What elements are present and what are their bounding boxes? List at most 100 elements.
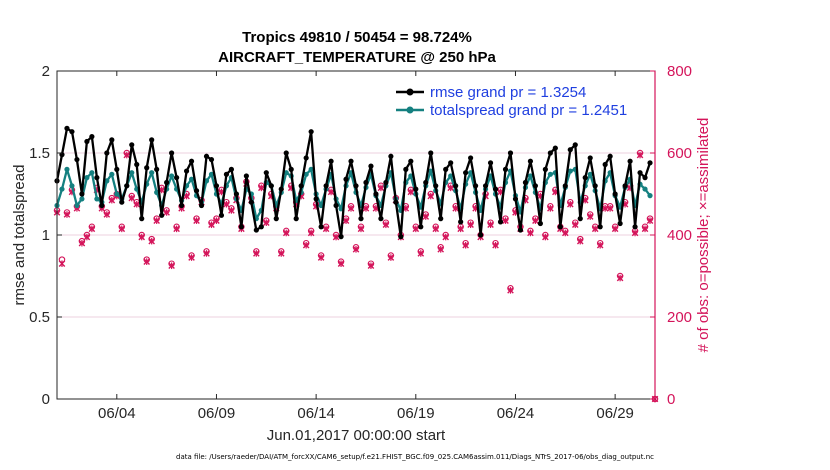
series-point-rmse xyxy=(343,176,349,182)
y-left-tick-label: 0 xyxy=(42,391,50,408)
series-point-rmse xyxy=(497,219,504,225)
series-point-rmse xyxy=(99,202,105,209)
obs-assimilated-point xyxy=(357,225,365,233)
y-left-tick-label: 0.5 xyxy=(29,309,50,326)
series-point-rmse xyxy=(537,220,543,227)
y-axis-right-label: # of obs: o=possible; ×=assimilated xyxy=(695,118,712,353)
obs-assimilated-point xyxy=(387,254,395,261)
series-point-totalspread xyxy=(84,175,90,181)
series-point-rmse xyxy=(572,142,578,148)
chart-subtitle: AIRCRAFT_TEMPERATURE @ 250 hPa xyxy=(218,49,496,66)
x-axis-label: Jun.01,2017 00:00:00 start xyxy=(267,427,446,444)
obs-assimilated-point xyxy=(263,219,270,226)
obs-assimilated-point xyxy=(327,188,335,196)
series-point-rmse xyxy=(627,158,633,164)
series-point-rmse xyxy=(303,155,309,161)
series-point-totalspread xyxy=(129,170,135,176)
series-point-rmse xyxy=(328,158,334,164)
obs-assimilated-point xyxy=(342,217,350,224)
y-right-tick-label: 600 xyxy=(667,145,692,162)
series-point-totalspread xyxy=(74,202,80,209)
obs-assimilated-point xyxy=(636,151,644,159)
obs-assimilated-point xyxy=(58,260,66,267)
series-point-rmse xyxy=(333,202,339,209)
series-point-rmse xyxy=(109,137,115,143)
series-point-rmse xyxy=(298,183,304,189)
series-point-rmse xyxy=(418,224,424,230)
series-point-rmse xyxy=(363,179,369,186)
series-point-rmse xyxy=(243,173,249,179)
series-point-rmse xyxy=(388,153,394,159)
series-point-totalspread xyxy=(59,186,65,192)
series-point-rmse xyxy=(408,158,414,164)
series-point-rmse xyxy=(617,220,623,227)
obs-assimilated-point xyxy=(442,233,449,241)
obs-assimilated-point xyxy=(253,250,260,257)
series-point-rmse xyxy=(443,166,449,172)
obs-assimilated-point xyxy=(417,250,425,257)
series-point-totalspread xyxy=(647,193,653,199)
obs-assimilated-point xyxy=(447,184,454,192)
obs-assimilated-point xyxy=(347,205,355,212)
series-point-rmse xyxy=(368,163,374,169)
x-tick-label: 06/04 xyxy=(98,405,136,422)
series-point-rmse xyxy=(64,125,70,131)
series-point-rmse xyxy=(268,183,274,189)
obs-assimilated-point xyxy=(596,241,604,249)
series-point-rmse xyxy=(492,186,499,192)
series-point-rmse xyxy=(283,150,289,156)
series-point-rmse xyxy=(263,170,269,176)
x-tick-label: 06/19 xyxy=(397,405,435,422)
obs-assimilated-point xyxy=(487,221,494,229)
series-point-rmse xyxy=(233,191,239,197)
obs-assimilated-point xyxy=(502,217,509,224)
series-point-rmse xyxy=(448,160,454,166)
series-point-rmse xyxy=(154,166,160,172)
obs-assimilated-point xyxy=(457,225,464,233)
series-point-rmse xyxy=(642,175,648,181)
obs-assimilated-point xyxy=(437,246,445,253)
series-point-totalspread xyxy=(547,171,553,177)
series-point-rmse xyxy=(288,166,294,172)
series-point-rmse xyxy=(453,183,459,189)
obs-assimilated-point xyxy=(527,229,534,237)
series-point-rmse xyxy=(213,183,220,189)
series-point-totalspread xyxy=(109,171,115,177)
series-point-rmse xyxy=(248,199,254,205)
obs-assimilated-point xyxy=(173,225,180,233)
data-file-footer: data file: /Users/raeder/DAI/ATM_forcXX/… xyxy=(176,453,654,461)
series-point-totalspread xyxy=(428,168,434,174)
series-point-rmse xyxy=(149,137,155,143)
series-point-rmse xyxy=(428,150,434,156)
obs-assimilated-point xyxy=(317,254,325,261)
obs-assimilated-point xyxy=(128,194,136,202)
series-point-rmse xyxy=(253,227,259,233)
obs-assimilated-point xyxy=(88,225,96,233)
series-point-rmse xyxy=(458,219,464,225)
x-axis-ticks: 06/04 06/09 06/14 06/19 06/24 06/29 xyxy=(98,71,634,422)
series-point-rmse xyxy=(203,153,210,159)
series-point-totalspread xyxy=(303,171,309,177)
series-point-rmse xyxy=(622,183,628,189)
series-point-rmse xyxy=(597,224,603,230)
legend-totalspread-label: totalspread grand pr = 1.2451 xyxy=(430,102,627,119)
series-point-rmse xyxy=(403,166,409,172)
series-point-rmse xyxy=(438,216,444,222)
series-point-rmse xyxy=(433,183,439,189)
series-point-rmse xyxy=(323,183,329,189)
series-point-rmse xyxy=(79,191,85,197)
series-point-rmse xyxy=(542,166,548,172)
obs-assimilated-point xyxy=(367,262,375,270)
series-point-rmse xyxy=(512,196,519,202)
series-point-rmse xyxy=(89,134,95,140)
series-point-totalspread xyxy=(94,196,100,202)
obs-assimilated-point xyxy=(193,217,200,224)
y-right-tick-label: 0 xyxy=(667,391,675,408)
y-axis-left-ticks: 0 0.5 1 1.5 2 xyxy=(29,63,62,408)
series-lines xyxy=(54,125,653,240)
x-tick-label: 06/29 xyxy=(596,405,634,422)
obs-assimilated-point xyxy=(78,239,86,247)
obs-assimilated-point xyxy=(571,221,579,229)
series-point-rmse xyxy=(258,224,264,230)
